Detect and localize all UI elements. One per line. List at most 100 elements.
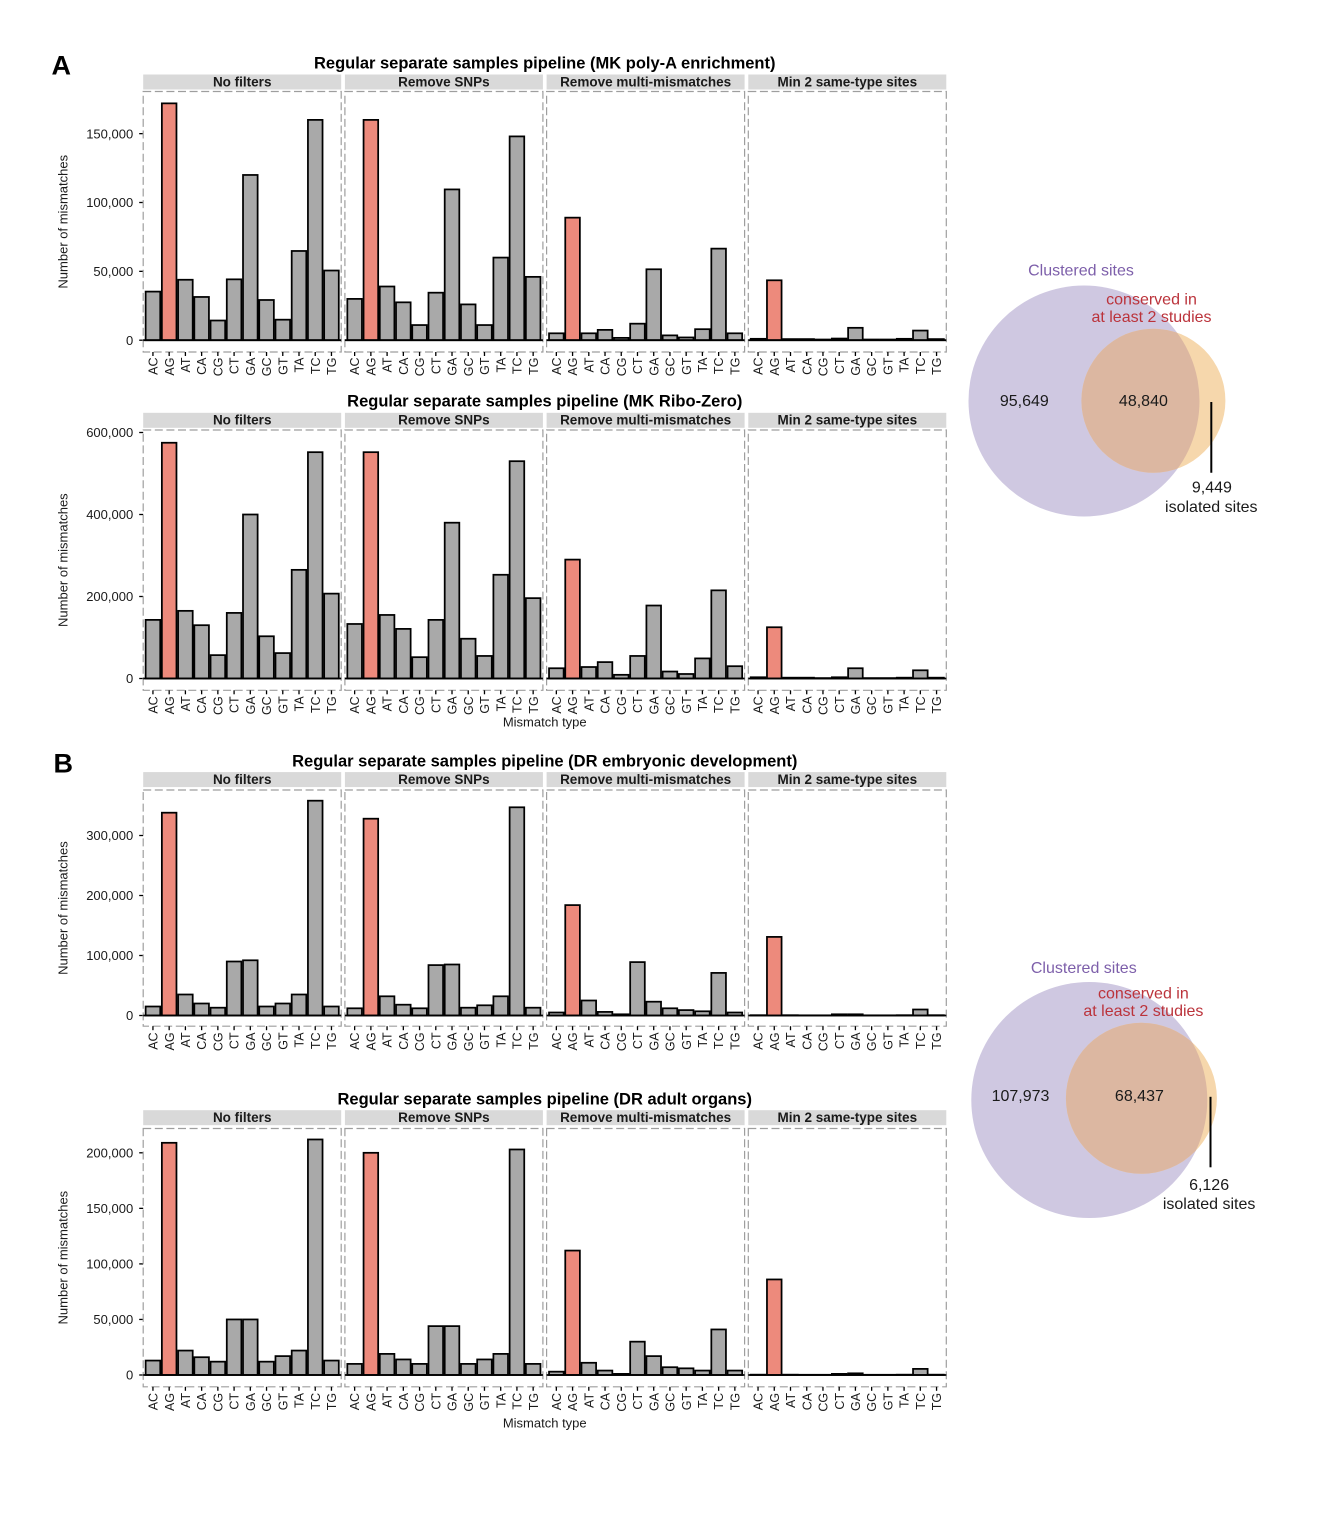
svg-text:No filters: No filters: [213, 1110, 272, 1125]
svg-text:Remove multi-mismatches: Remove multi-mismatches: [560, 74, 731, 89]
svg-text:CG: CG: [615, 696, 629, 715]
svg-text:AT: AT: [582, 1393, 596, 1408]
svg-text:AC: AC: [147, 358, 161, 375]
svg-text:Regular separate samples pipel: Regular separate samples pipeline (MK po…: [314, 55, 776, 73]
svg-text:TC: TC: [511, 1393, 525, 1410]
svg-text:CG: CG: [413, 358, 427, 377]
svg-text:CT: CT: [833, 696, 847, 713]
svg-text:CT: CT: [631, 357, 645, 374]
svg-text:CA: CA: [397, 1032, 411, 1050]
svg-text:conserved in: conserved in: [1098, 985, 1189, 1002]
svg-text:AC: AC: [348, 358, 362, 375]
svg-text:TA: TA: [696, 1032, 710, 1048]
svg-text:48,840: 48,840: [1119, 393, 1168, 410]
svg-text:Mismatch type: Mismatch type: [503, 715, 587, 730]
svg-text:GT: GT: [881, 696, 895, 714]
svg-text:GA: GA: [244, 696, 258, 715]
svg-text:GA: GA: [647, 1032, 661, 1051]
svg-text:CT: CT: [833, 1393, 847, 1410]
svg-text:CT: CT: [429, 696, 443, 713]
svg-text:GT: GT: [680, 696, 694, 714]
svg-text:AT: AT: [784, 1393, 798, 1408]
svg-text:GT: GT: [276, 1393, 290, 1411]
svg-text:TG: TG: [527, 1393, 541, 1410]
svg-text:AC: AC: [550, 1393, 564, 1410]
svg-text:GC: GC: [865, 1393, 879, 1412]
svg-text:TC: TC: [511, 358, 525, 375]
svg-text:TC: TC: [914, 1393, 928, 1410]
svg-text:AG: AG: [566, 1032, 580, 1050]
svg-text:CT: CT: [631, 1393, 645, 1410]
svg-text:TA: TA: [696, 357, 710, 373]
svg-text:Remove SNPs: Remove SNPs: [398, 74, 490, 89]
svg-text:CA: CA: [599, 696, 613, 714]
svg-text:TG: TG: [930, 1393, 944, 1410]
svg-text:No filters: No filters: [213, 74, 272, 89]
svg-text:AC: AC: [348, 1393, 362, 1410]
svg-text:GT: GT: [478, 1032, 492, 1050]
svg-text:Number of mismatches: Number of mismatches: [56, 841, 71, 975]
svg-text:150,000: 150,000: [86, 1201, 133, 1216]
svg-text:CA: CA: [599, 1032, 613, 1050]
svg-text:GA: GA: [849, 696, 863, 715]
svg-text:AT: AT: [179, 1393, 193, 1408]
svg-text:TA: TA: [293, 357, 307, 373]
svg-text:TC: TC: [309, 696, 323, 713]
svg-text:AT: AT: [784, 1032, 798, 1047]
svg-text:Remove SNPs: Remove SNPs: [398, 1110, 490, 1125]
svg-text:0: 0: [126, 333, 133, 348]
svg-text:TC: TC: [712, 358, 726, 375]
svg-text:GA: GA: [446, 696, 460, 715]
svg-text:AG: AG: [566, 358, 580, 376]
svg-text:AG: AG: [566, 1393, 580, 1411]
svg-text:CG: CG: [615, 1393, 629, 1412]
svg-text:CT: CT: [429, 357, 443, 374]
svg-text:AT: AT: [582, 357, 596, 372]
svg-text:600,000: 600,000: [86, 425, 133, 440]
svg-text:Number of mismatches: Number of mismatches: [56, 493, 71, 627]
svg-text:TC: TC: [914, 1032, 928, 1049]
svg-text:AT: AT: [381, 1393, 395, 1408]
svg-text:TC: TC: [309, 358, 323, 375]
svg-text:TA: TA: [293, 696, 307, 712]
svg-text:CT: CT: [228, 1032, 242, 1049]
svg-text:GA: GA: [849, 1392, 863, 1411]
svg-text:AT: AT: [381, 696, 395, 711]
svg-text:6,126: 6,126: [1189, 1177, 1229, 1194]
svg-text:AT: AT: [784, 357, 798, 372]
svg-text:AC: AC: [752, 1393, 766, 1410]
svg-text:CA: CA: [800, 1032, 814, 1050]
svg-text:GT: GT: [680, 1032, 694, 1050]
svg-text:Remove multi-mismatches: Remove multi-mismatches: [560, 413, 731, 428]
svg-text:AG: AG: [768, 1032, 782, 1050]
svg-text:GA: GA: [647, 1392, 661, 1411]
svg-text:GC: GC: [462, 1032, 476, 1051]
svg-text:AT: AT: [582, 1032, 596, 1047]
svg-text:GC: GC: [260, 358, 274, 377]
svg-text:CA: CA: [800, 696, 814, 714]
svg-text:AT: AT: [381, 357, 395, 372]
svg-text:200,000: 200,000: [86, 888, 133, 903]
svg-text:TG: TG: [325, 696, 339, 713]
svg-text:GC: GC: [462, 358, 476, 377]
svg-text:CG: CG: [413, 1393, 427, 1412]
svg-text:Min 2 same-type sites: Min 2 same-type sites: [778, 1110, 918, 1125]
svg-text:TA: TA: [898, 696, 912, 712]
svg-text:CT: CT: [228, 357, 242, 374]
svg-text:50,000: 50,000: [93, 264, 133, 279]
svg-text:GA: GA: [446, 1392, 460, 1411]
svg-text:GC: GC: [664, 358, 678, 377]
svg-text:AC: AC: [752, 1032, 766, 1049]
svg-text:TA: TA: [293, 1392, 307, 1408]
svg-text:AC: AC: [550, 1032, 564, 1049]
svg-text:Remove multi-mismatches: Remove multi-mismatches: [560, 1110, 731, 1125]
svg-text:TC: TC: [511, 1032, 525, 1049]
svg-text:TG: TG: [325, 1032, 339, 1049]
svg-text:AC: AC: [147, 696, 161, 713]
svg-text:GC: GC: [260, 696, 274, 715]
svg-text:Number of mismatches: Number of mismatches: [56, 1190, 71, 1324]
svg-text:100,000: 100,000: [86, 1257, 133, 1272]
svg-text:TC: TC: [511, 696, 525, 713]
svg-text:TA: TA: [494, 1032, 508, 1048]
svg-text:GC: GC: [865, 1032, 879, 1051]
